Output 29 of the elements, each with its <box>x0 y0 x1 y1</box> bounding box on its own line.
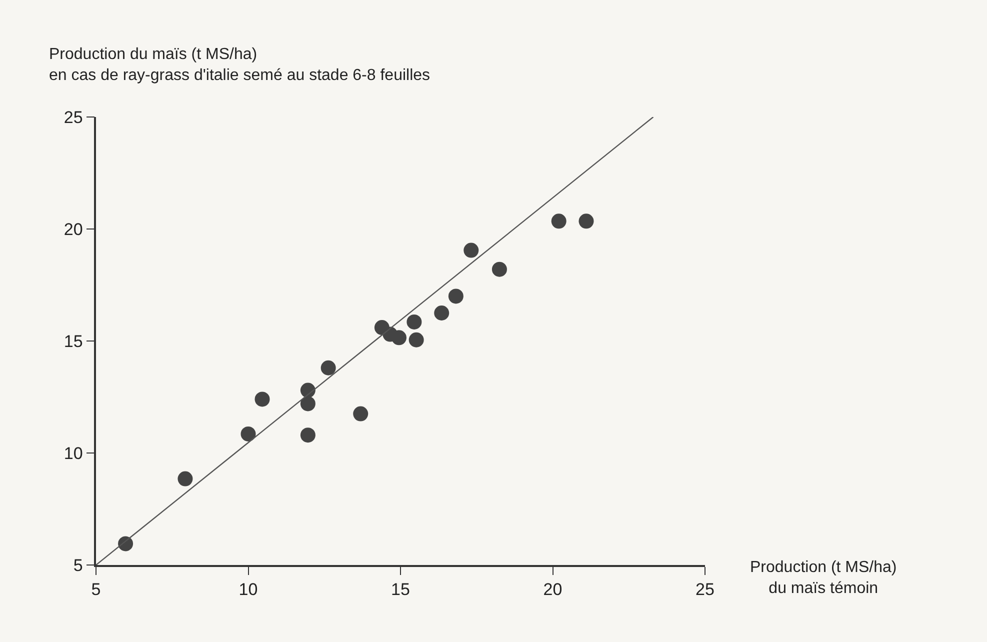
point <box>464 242 479 258</box>
point <box>300 396 316 412</box>
x-tick-label: 10 <box>238 580 258 600</box>
point <box>578 214 594 229</box>
point <box>406 314 422 330</box>
y-tick-label: 10 <box>64 444 83 463</box>
point <box>320 360 336 376</box>
y-axis-title: Production du maïs (t MS/ha) en cas de ray-grass d'italie semé au stade 6-8 feuilles <box>49 46 430 84</box>
point <box>492 262 507 277</box>
point <box>408 332 424 348</box>
point <box>434 306 450 320</box>
point <box>240 426 256 442</box>
y-tick-label: 15 <box>64 332 83 351</box>
point <box>178 471 193 486</box>
point <box>300 428 316 443</box>
point <box>254 392 270 407</box>
x-tick-label: 15 <box>391 580 410 600</box>
x-tick-label: 25 <box>696 580 714 600</box>
y-tick-label: 20 <box>64 220 83 239</box>
point <box>391 330 406 346</box>
x-tick-label: 20 <box>543 580 562 600</box>
y-tick-label: 25 <box>64 108 83 127</box>
x-axis-title: Production (t MS/ha) du maïs témoin <box>750 559 897 597</box>
point <box>448 288 464 304</box>
point <box>353 406 368 422</box>
point <box>118 536 134 552</box>
x-tick-label: 5 <box>91 580 101 600</box>
y-tick-label: 5 <box>73 556 83 575</box>
point <box>551 214 566 229</box>
